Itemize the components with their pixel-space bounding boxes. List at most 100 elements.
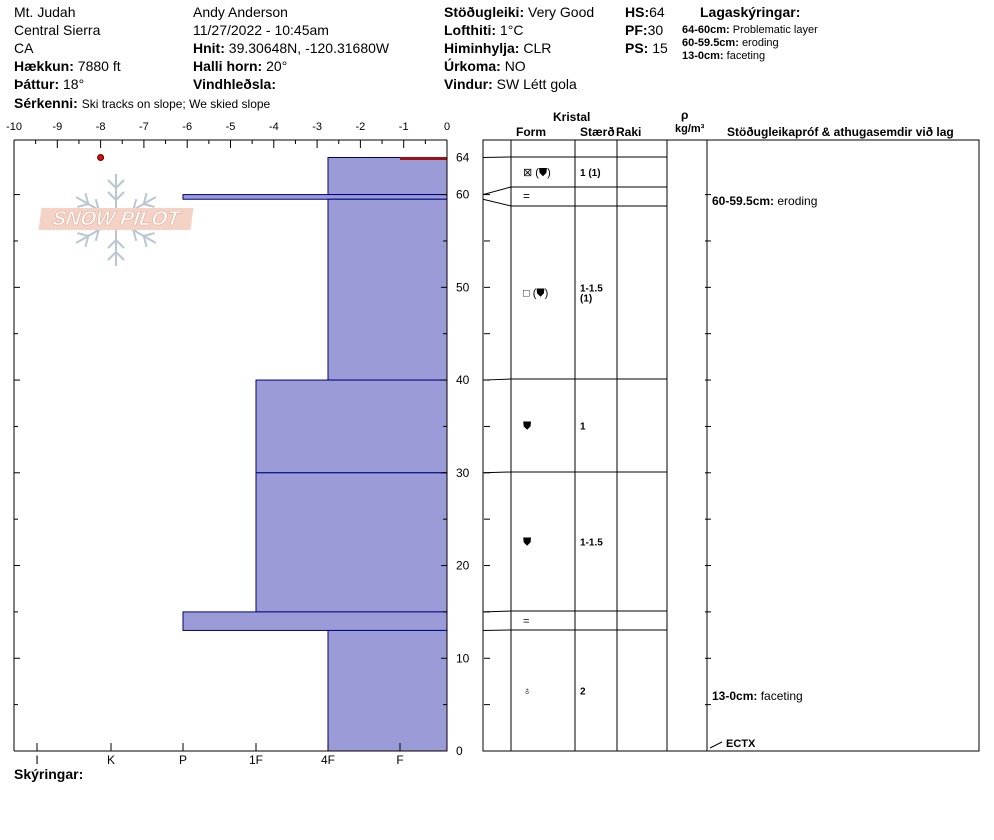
coordinates: Hnit: 39.30648N, -120.31680W <box>193 40 389 56</box>
height-tick-label: 20 <box>456 559 470 573</box>
temp-tick-label: 0 <box>444 121 450 133</box>
form-header: Form <box>516 125 546 139</box>
height-tick-label: 10 <box>456 651 470 665</box>
wind-label: Vindur: <box>444 76 493 92</box>
pf-value: 30 <box>647 22 664 38</box>
precipitation: Úrkoma: NO <box>444 58 526 74</box>
crystal-form-symbol: ⛊ <box>523 537 532 549</box>
crystal-form-symbol: □ (⛊) <box>523 288 548 300</box>
air-temp-value: 1°C <box>499 22 524 38</box>
air-temp-label: Lofthiti: <box>444 22 497 38</box>
crystal-form-symbol: ⊠ (⛊) <box>523 167 551 179</box>
kristal-header: Kristal <box>553 110 591 124</box>
slope-angle: Halli horn: 20° <box>193 58 287 74</box>
hardness-layer <box>182 194 448 200</box>
legend-range: 60-59.5cm: <box>682 37 739 49</box>
ps: PS: 15 <box>625 40 668 56</box>
hs: HS:64 <box>625 4 665 20</box>
crystal-table-frame <box>482 139 980 752</box>
range: Central Sierra <box>14 22 101 38</box>
temp-tick-label: -3 <box>312 121 322 133</box>
elevation: Hækkun: 7880 ft <box>14 58 121 74</box>
sky-label: Himinhylja: <box>444 40 520 56</box>
hardness-tick-label: F <box>396 753 403 767</box>
hardness-layer <box>255 472 448 613</box>
legend-text: eroding <box>741 37 779 49</box>
temp-tick-label: -6 <box>182 121 192 133</box>
precip-value: NO <box>504 58 526 74</box>
temp-tick-label: -4 <box>269 121 279 133</box>
crystal-form-symbol: ⛊ <box>523 421 532 433</box>
slope-label: Halli horn: <box>193 58 263 74</box>
height-tick-label: 40 <box>456 373 470 387</box>
temperature-point <box>97 154 105 161</box>
stability-test-label: ECTX <box>726 738 756 750</box>
temp-tick-label: -7 <box>139 121 149 133</box>
pf: PF:30 <box>625 22 663 38</box>
hardness-tick-label: 1F <box>249 753 263 767</box>
legend-title: Lagaskýringar: <box>700 4 801 20</box>
legend-item: 64-60cm: Problematic layer <box>682 24 818 36</box>
crystal-form-symbol: ♁ <box>523 686 531 698</box>
coords-label: Hnit: <box>193 40 225 56</box>
height-tick-label: 0 <box>456 744 463 758</box>
elevation-label: Hækkun: <box>14 58 74 74</box>
coords-value: 39.30648N, -120.31680W <box>228 40 390 56</box>
footer-label: Skýringar: <box>14 766 84 782</box>
location: Mt. Judah <box>14 4 76 20</box>
ps-value: 15 <box>652 40 668 56</box>
crystal-size: (1) <box>580 294 592 305</box>
hardness-tick-label: P <box>179 753 187 767</box>
hs-value: 64 <box>649 4 665 20</box>
hardness-layer <box>327 157 448 196</box>
observer: Andy Anderson <box>193 4 288 20</box>
hardness-layer <box>327 198 448 381</box>
hs-label: HS: <box>625 4 650 20</box>
height-tick-label: 30 <box>456 466 470 480</box>
crystal-size: 1-1.5 <box>580 538 603 549</box>
legend-text: faceting <box>726 50 766 62</box>
layer-comment: 60-59.5cm: eroding <box>712 194 817 208</box>
temp-tick-label: -1 <box>399 121 409 133</box>
density-unit: kg/m³ <box>675 123 705 135</box>
layer-connector <box>482 156 512 158</box>
size-header: Stærð <box>580 125 615 139</box>
datetime: 11/27/2022 - 10:45am <box>193 22 329 38</box>
temp-tick-label: -5 <box>226 121 236 133</box>
layer-connector <box>482 471 512 474</box>
crystal-size: 2 <box>580 687 586 698</box>
legend-item: 13-0cm: faceting <box>682 50 765 62</box>
crystal-size: 1 (1) <box>580 168 601 179</box>
air-temp: Lofthiti: 1°C <box>444 22 523 38</box>
legend-range: 13-0cm: <box>682 50 724 62</box>
hardness-tick-label: I <box>35 753 38 767</box>
elevation-value: 7880 ft <box>77 58 121 74</box>
aspect: Þáttur: 18° <box>14 76 84 92</box>
state: CA <box>14 40 34 56</box>
crystal-size: 1 <box>580 422 586 433</box>
crystal-form-symbol: = <box>523 616 529 628</box>
snowpilot-logo: SNOW PILOT <box>36 168 196 272</box>
moisture-header: Raki <box>616 125 642 139</box>
layer-comment: 13-0cm: faceting <box>712 689 803 703</box>
features-value: Ski tracks on slope; We skied slope <box>81 97 271 111</box>
height-tick-label: 60 <box>456 188 470 202</box>
hardness-layer <box>327 629 448 752</box>
features: Sérkenni: Ski tracks on slope; We skied … <box>14 95 270 111</box>
wind-value: SW Létt gola <box>496 76 577 92</box>
precip-label: Úrkoma: <box>444 58 501 74</box>
aspect-value: 18° <box>63 76 85 92</box>
legend-range: 64-60cm: <box>682 24 730 36</box>
layer-connector <box>482 378 512 381</box>
temp-tick-label: -8 <box>96 121 106 133</box>
rho-header: ρ <box>681 108 689 122</box>
layer-connector <box>482 198 512 207</box>
crystal-size: 1-1.5 <box>580 284 603 295</box>
stability-test-pointer <box>709 741 723 749</box>
pf-label: PF: <box>625 22 648 38</box>
crystal-form-symbol: = <box>523 189 530 203</box>
slope-value: 20° <box>266 58 288 74</box>
wind-loading: Vindhleðsla: <box>193 76 276 92</box>
ps-label: PS: <box>625 40 649 56</box>
